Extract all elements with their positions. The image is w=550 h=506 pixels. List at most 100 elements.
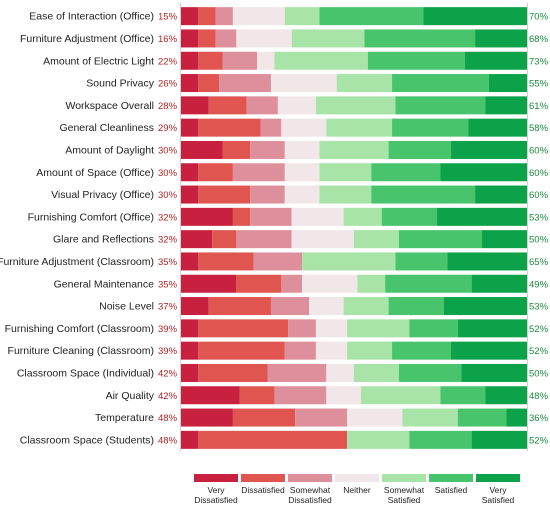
bar-segment-amount-of-space-office-neither [284, 163, 320, 182]
bar-segment-furniture-cleaning-classroom-satisfied [392, 341, 451, 360]
legend-swatch-somewhat-dissatisfied [288, 474, 332, 482]
category-label: Amount of Electric Light [43, 55, 154, 67]
bar-segment-glare-and-reflections-satisfied [398, 230, 483, 249]
satisfied-percent-label: 36% [529, 413, 549, 424]
bar-segment-classroom-space-individual-somewhat-dissatisfied [267, 363, 327, 382]
bar-segment-amount-of-daylight-somewhat-dissatisfied [250, 140, 285, 159]
bar-segment-amount-of-electric-light-satisfied [367, 51, 465, 70]
bar-segment-sound-privacy-satisfied [392, 74, 489, 93]
bar-segment-furnishing-comfort-classroom-very-dissatisfied [181, 319, 199, 338]
category-label: Furnishing Comfort (Office) [28, 211, 154, 223]
satisfied-percent-label: 73% [529, 56, 549, 67]
bar-segment-amount-of-electric-light-somewhat-dissatisfied [222, 51, 258, 70]
bar-segment-noise-level-very-satisfied [443, 297, 527, 316]
satisfied-percent-label: 60% [529, 168, 549, 179]
satisfied-percent-label: 61% [529, 101, 549, 112]
bar-segment-general-maintenance-satisfied [385, 274, 472, 293]
bar-segment-noise-level-neither [309, 297, 344, 316]
legend-label-neither: Neither [343, 485, 371, 495]
bar-segment-furnishing-comfort-office-somewhat-dissatisfied [250, 207, 292, 226]
bar-segment-glare-and-reflections-very-satisfied [482, 230, 527, 249]
bar-segment-furniture-cleaning-classroom-very-satisfied [450, 341, 527, 360]
bar-segment-furniture-adjustment-classroom-somewhat-dissatisfied [253, 252, 303, 271]
bar-segment-furniture-adjustment-classroom-very-dissatisfied [181, 252, 199, 271]
bar-segment-workspace-overall-very-satisfied [485, 96, 527, 115]
category-label: Ease of Interaction (Office) [29, 11, 154, 23]
satisfied-percent-label: 50% [529, 368, 549, 379]
bar-segment-workspace-overall-somewhat-satisfied [315, 96, 396, 115]
bar-segment-classroom-space-individual-very-satisfied [461, 363, 527, 382]
legend-label-very-dissatisfied: Dissatisfied [194, 495, 238, 505]
legend-label-somewhat-satisfied: Somewhat [384, 485, 425, 495]
satisfied-percent-label: 52% [529, 346, 549, 357]
bar-segment-general-cleanliness-neither [281, 118, 327, 137]
bar-segment-furniture-adjustment-classroom-somewhat-satisfied [302, 252, 396, 271]
dissatisfied-percent-label: 32% [158, 212, 178, 223]
bar-segment-workspace-overall-very-dissatisfied [181, 96, 209, 115]
bar-segment-classroom-space-students-satisfied [409, 430, 472, 449]
satisfied-percent-label: 68% [529, 34, 549, 45]
bar-segment-visual-privacy-office-very-dissatisfied [181, 185, 199, 204]
bar-segment-visual-privacy-office-somewhat-satisfied [319, 185, 372, 204]
satisfied-percent-label: 60% [529, 145, 549, 156]
bar-segment-ease-of-interaction-office-dissatisfied [198, 7, 216, 26]
bar-segment-classroom-space-individual-somewhat-satisfied [354, 363, 399, 382]
legend-swatch-satisfied [429, 474, 473, 482]
bar-segment-furniture-adjustment-office-neither [236, 29, 292, 48]
bar-segment-furnishing-comfort-classroom-very-satisfied [457, 319, 527, 338]
category-label: Furniture Adjustment (Office) [20, 33, 154, 45]
legend-label-somewhat-dissatisfied: Somewhat [290, 485, 331, 495]
legend-label-very-satisfied: Very [489, 485, 507, 495]
bar-segment-general-maintenance-dissatisfied [236, 274, 282, 293]
legend-label-dissatisfied: Dissatisfied [241, 485, 285, 495]
bar-segment-amount-of-daylight-somewhat-satisfied [319, 140, 389, 159]
bar-segment-general-cleanliness-somewhat-dissatisfied [260, 118, 282, 137]
bar-segment-amount-of-daylight-very-satisfied [450, 140, 527, 159]
bar-segment-ease-of-interaction-office-satisfied [319, 7, 424, 26]
bar-segment-visual-privacy-office-somewhat-dissatisfied [250, 185, 285, 204]
bar-segment-amount-of-electric-light-neither [257, 51, 275, 70]
bar-segment-furniture-adjustment-office-very-dissatisfied [181, 29, 199, 48]
bar-segment-furnishing-comfort-office-satisfied [381, 207, 438, 226]
bar-segment-furniture-adjustment-office-satisfied [364, 29, 476, 48]
bar-segment-noise-level-somewhat-satisfied [343, 297, 389, 316]
bar-segment-furnishing-comfort-classroom-somewhat-satisfied [347, 319, 410, 338]
bar-segment-general-cleanliness-somewhat-satisfied [326, 118, 393, 137]
bar-segment-temperature-somewhat-satisfied [402, 408, 458, 427]
bar-segment-furniture-adjustment-classroom-dissatisfied [198, 252, 254, 271]
bar-segment-amount-of-space-office-very-dissatisfied [181, 163, 199, 182]
bar-segment-amount-of-space-office-dissatisfied [198, 163, 233, 182]
category-label: Glare and Reflections [53, 234, 154, 246]
bar-segment-sound-privacy-neither [270, 74, 337, 93]
legend-label-very-dissatisfied: Very [207, 485, 225, 495]
category-label: Amount of Space (Office) [36, 167, 154, 179]
bar-segment-furniture-adjustment-classroom-very-satisfied [447, 252, 527, 271]
bar-segment-furniture-cleaning-classroom-neither [315, 341, 348, 360]
bar-segment-noise-level-somewhat-dissatisfied [270, 297, 310, 316]
bar-segment-general-maintenance-very-dissatisfied [181, 274, 237, 293]
satisfied-percent-label: 65% [529, 257, 549, 268]
category-label: Workspace Overall [65, 100, 154, 112]
bar-segment-workspace-overall-somewhat-dissatisfied [246, 96, 278, 115]
satisfied-percent-label: 70% [529, 12, 549, 23]
legend-swatch-very-dissatisfied [194, 474, 238, 482]
category-label: Temperature [95, 412, 154, 424]
bar-segment-air-quality-very-satisfied [485, 386, 527, 405]
bar-segment-sound-privacy-somewhat-satisfied [336, 74, 393, 93]
bar-segment-amount-of-electric-light-somewhat-satisfied [274, 51, 368, 70]
bar-segment-furnishing-comfort-office-dissatisfied [232, 207, 251, 226]
legend-label-very-satisfied: Satisfied [482, 495, 515, 505]
dissatisfied-percent-label: 28% [158, 101, 178, 112]
category-label: Furniture Cleaning (Classroom) [8, 345, 154, 357]
bar-segment-workspace-overall-neither [277, 96, 316, 115]
satisfied-percent-label: 60% [529, 190, 549, 201]
bar-segment-furnishing-comfort-office-very-satisfied [437, 207, 527, 226]
category-label: Visual Privacy (Office) [51, 189, 154, 201]
dissatisfied-percent-label: 26% [158, 79, 178, 90]
category-label: General Cleanliness [59, 122, 154, 134]
dissatisfied-percent-label: 22% [158, 56, 178, 67]
bar-segment-temperature-satisfied [457, 408, 507, 427]
bar-segment-amount-of-daylight-neither [284, 140, 320, 159]
bar-segment-furniture-adjustment-office-somewhat-dissatisfied [215, 29, 237, 48]
bar-segment-glare-and-reflections-neither [291, 230, 354, 249]
